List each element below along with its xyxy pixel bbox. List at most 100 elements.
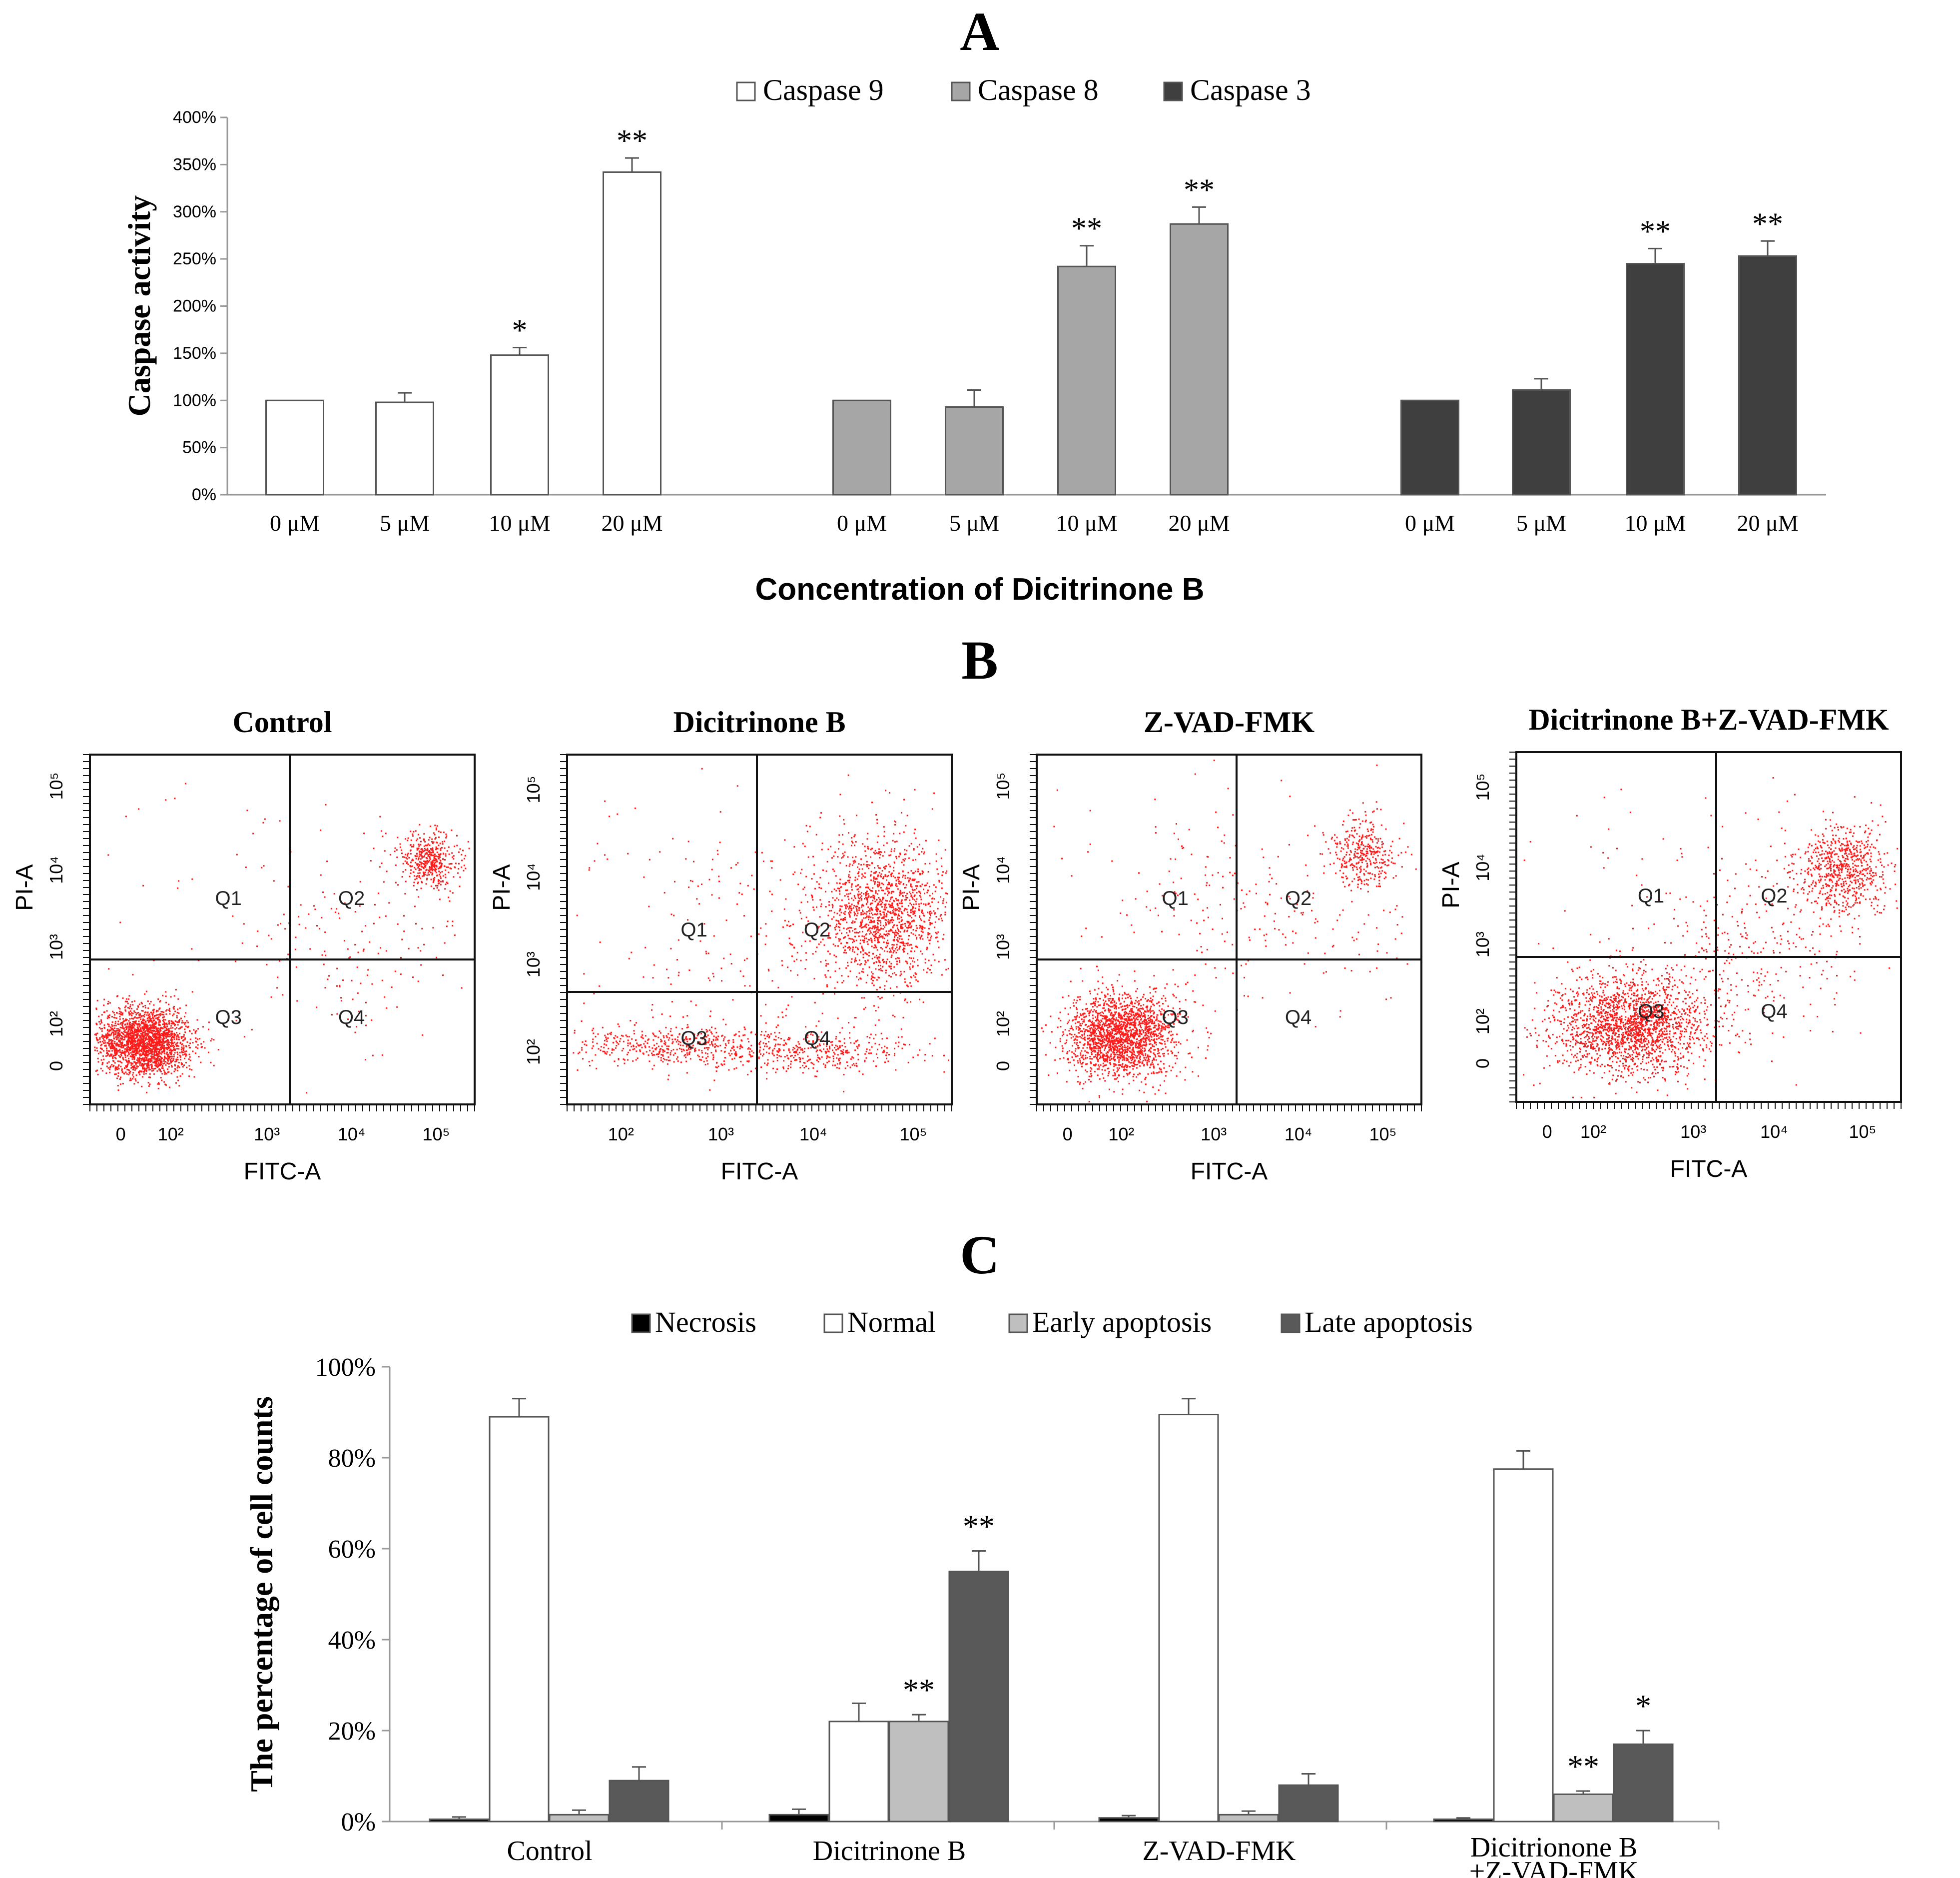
a-category-label: 10 μM [1624, 510, 1686, 536]
panel-label-b: B [961, 630, 998, 691]
a-legend-label: Caspase 3 [1190, 73, 1311, 106]
quadrant-label: Q1 [215, 888, 242, 910]
a-category-label: 0 μM [1405, 510, 1455, 536]
a-bar [375, 401, 434, 496]
flow-x-tick-label: 10³ [1201, 1124, 1227, 1144]
flow-plot-title: Dicitrinone B [673, 706, 846, 739]
a-bar [1057, 265, 1116, 496]
quadrant-label: Q4 [804, 1027, 830, 1049]
c-bar [948, 1571, 1009, 1823]
quadrant-label: Q3 [215, 1006, 242, 1028]
flow-y-tick-label: 10⁵ [46, 773, 66, 800]
a-bar [832, 399, 891, 496]
flow-x-tick-label: 10⁵ [1369, 1124, 1397, 1144]
a-significance: * [512, 314, 528, 348]
flow-y-tick-label: 10² [523, 1039, 544, 1065]
quadrant-label: Q1 [680, 919, 707, 941]
c-legend-label: Late apoptosis [1305, 1306, 1473, 1338]
flow-x-tick-label: 10³ [708, 1124, 734, 1144]
chart-c: 0% 20% 40% 60% 80% 100% The percentage of cell… [244, 1306, 1720, 1878]
c-legend-label: Necrosis [655, 1306, 756, 1338]
a-y-tick-label: 100% [173, 391, 216, 410]
a-category-label: 5 μM [380, 510, 430, 536]
flow-plot: Dicitrinone B+Z-VAD-FMK Q1 Q2 Q3 Q4 0 10² 10³ 10… [1438, 703, 1902, 1182]
c-category-label: Control [507, 1836, 592, 1867]
c-bar [1493, 1468, 1554, 1823]
c-bar [549, 1814, 610, 1823]
a-y-tick-label: 150% [173, 344, 216, 363]
flow-plot: Dicitrinone B Q1 Q2 Q3 Q4 10² 10³ 10⁴ 10⁵ 10² 10³ 1… [489, 706, 953, 1185]
a-bar [603, 171, 661, 496]
a-bar [1170, 223, 1229, 496]
a-y-tick-label: 300% [173, 202, 216, 221]
c-bar [1553, 1793, 1614, 1823]
a-significance: ** [1640, 214, 1671, 248]
flow-x-label: FITC-A [244, 1158, 321, 1185]
c-y-tick-label: 60% [328, 1535, 376, 1564]
a-significance: ** [1752, 207, 1783, 241]
a-bar [490, 354, 549, 496]
flow-x-tick-label: 10² [1580, 1121, 1606, 1142]
a-category-label: 20 μM [1168, 510, 1230, 536]
flow-y-tick-label: 10² [46, 1011, 66, 1037]
c-y-label: The percentage of cell counts [244, 1396, 279, 1792]
a-bar [1400, 399, 1459, 496]
flow-y-tick-label: 10³ [46, 934, 66, 960]
flow-plot: Z-VAD-FMK Q1 Q2 Q3 Q4 0 10² 10³ 10⁴ 10⁵ 0 10² 10³ 10⁴… [958, 706, 1422, 1185]
flow-x-label: FITC-A [721, 1158, 798, 1185]
a-x-label: Concentration of Dicitrinone B [755, 572, 1205, 607]
c-legend-swatch [1281, 1313, 1301, 1333]
quadrant-label: Q1 [1162, 888, 1189, 910]
a-category-label: 20 μM [601, 510, 662, 536]
quadrant-label: Q3 [680, 1027, 707, 1049]
flow-y-tick-label: 10² [1472, 1008, 1493, 1034]
c-significance: * [1635, 1688, 1651, 1724]
flow-y-tick-label: 10⁵ [1472, 774, 1493, 801]
c-y-tick-label: 100% [315, 1353, 376, 1382]
flow-y-label: PI-A [489, 864, 515, 911]
c-bar [888, 1721, 949, 1823]
flow-x-tick-label: 10⁴ [799, 1124, 827, 1144]
c-y-tick-label: 0% [341, 1808, 376, 1837]
c-category-label: Dicitrinone B [813, 1836, 966, 1867]
flow-y-tick-label: 10⁴ [1472, 854, 1493, 882]
a-category-label: 5 μM [1516, 510, 1566, 536]
flow-x-tick-label: 10³ [254, 1124, 280, 1144]
a-category-label: 10 μM [1056, 510, 1117, 536]
a-category-label: 10 μM [489, 510, 550, 536]
a-y-tick-label: 350% [173, 155, 216, 174]
a-significance: ** [1184, 173, 1215, 207]
a-bar [1512, 389, 1571, 496]
flow-plot-title: Control [233, 706, 332, 739]
a-y-tick-label: 0% [192, 485, 216, 504]
c-y-tick-label: 40% [328, 1626, 376, 1655]
a-y-tick-label: 250% [173, 249, 216, 268]
flow-y-tick-label: 10⁵ [993, 773, 1013, 800]
flow-x-tick-label: 10⁴ [338, 1124, 366, 1144]
flow-y-tick-label: 10³ [993, 934, 1013, 960]
quadrant-label: Q2 [1761, 885, 1787, 907]
flow-plot: Control Q1 Q2 Q3 Q4 0 10² 10³ 10⁴ 10⁵ 0 10² 10³ 10⁴ 10… [11, 706, 476, 1185]
chart-a: 0% 50% 100% 150% 200% 250% 300% 350% 400% Caspase… [121, 73, 1826, 607]
a-bar [265, 399, 324, 496]
quadrant-label: Q2 [338, 888, 365, 910]
flow-x-tick-label: 10³ [1680, 1121, 1706, 1142]
flow-x-tick-label: 10⁵ [900, 1124, 927, 1144]
flow-x-tick-label: 10⁵ [1849, 1121, 1877, 1142]
flow-x-tick-label: 10² [158, 1124, 184, 1144]
a-bar [1738, 255, 1797, 496]
a-category-label: 0 μM [270, 510, 320, 536]
flow-x-label: FITC-A [1191, 1158, 1268, 1185]
flow-plot-title: Dicitrinone B+Z-VAD-FMK [1528, 703, 1889, 736]
flow-events [94, 783, 470, 1094]
flow-x-tick-label: 10⁴ [1285, 1124, 1312, 1144]
panel-label-a: A [960, 1, 999, 62]
flow-x-tick-label: 10² [608, 1124, 634, 1144]
a-legend-label: Caspase 9 [763, 73, 884, 106]
a-legend-swatch [1163, 81, 1183, 101]
a-bar [945, 406, 1004, 496]
chart-b: Control Q1 Q2 Q3 Q4 0 10² 10³ 10⁴ 10⁵ 0 10² 10³ 10⁴ 10… [11, 703, 1902, 1185]
flow-y-tick-label: 0 [993, 1061, 1013, 1071]
quadrant-label: Q4 [338, 1006, 365, 1028]
